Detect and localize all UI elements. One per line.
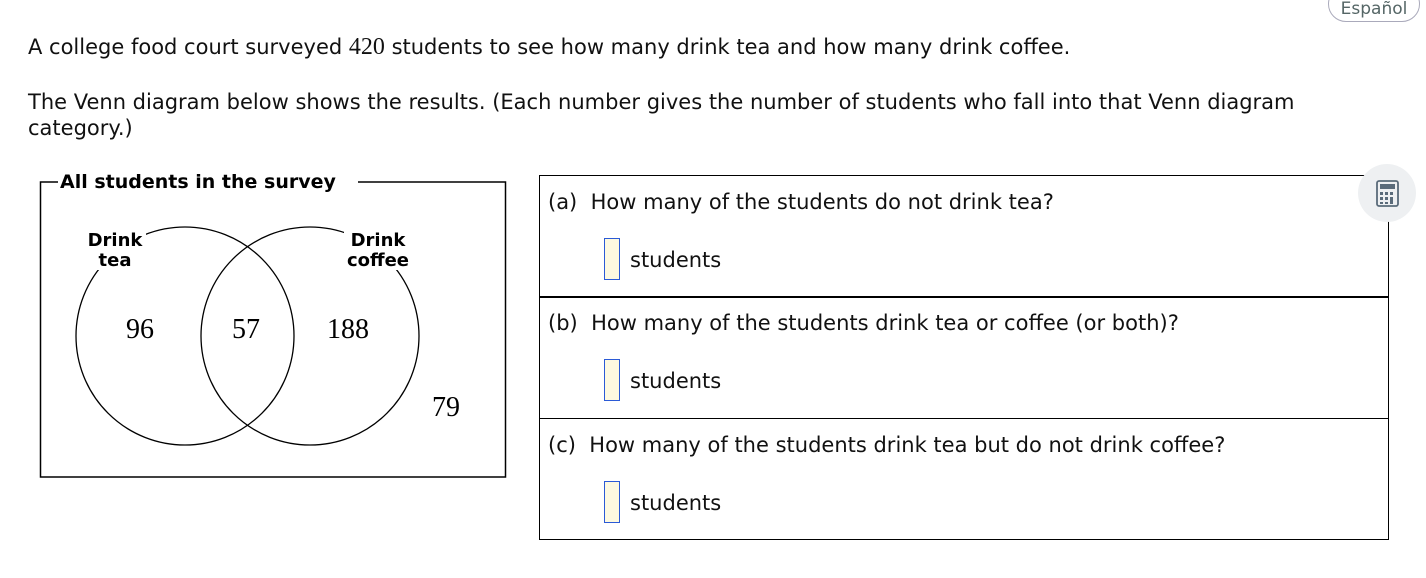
unit-label: students xyxy=(630,248,722,272)
description-text: The Venn diagram below shows the results… xyxy=(28,90,1295,140)
coffee-label-1: Drink xyxy=(351,230,407,251)
universe-box xyxy=(39,181,507,478)
question-label: (b) xyxy=(548,311,578,335)
question-b: (b) How many of the students drink tea o… xyxy=(539,296,1389,419)
calculator-icon xyxy=(1376,180,1399,207)
question-label: (a) xyxy=(548,190,578,214)
venn-title: All students in the survey xyxy=(60,171,337,193)
venn-diagram: All students in the survey Drink tea Dri… xyxy=(39,168,507,478)
answer-input-a[interactable] xyxy=(604,238,620,280)
tea-label-2: tea xyxy=(99,250,132,271)
question-label: (c) xyxy=(548,433,576,457)
answer-input-c[interactable] xyxy=(604,481,620,523)
intro-post: students to see how many drink tea and h… xyxy=(384,35,1071,59)
question-c: (c) How many of the students drink tea b… xyxy=(539,418,1389,540)
only-tea-count: 96 xyxy=(126,314,154,345)
question-text: How many of the students drink tea or co… xyxy=(591,311,1179,335)
neither-count: 79 xyxy=(432,392,460,423)
intro-pre: A college food court surveyed xyxy=(28,35,349,59)
question-text: How many of the students do not drink te… xyxy=(590,190,1054,214)
tea-label-1: Drink xyxy=(88,230,144,251)
question-text: How many of the students drink tea but d… xyxy=(589,433,1226,457)
language-toggle-button[interactable]: Español xyxy=(1328,0,1420,22)
intro-text: A college food court surveyed 420 studen… xyxy=(28,34,1070,61)
unit-label: students xyxy=(630,369,722,393)
calculator-button[interactable] xyxy=(1358,164,1416,222)
coffee-label-2: coffee xyxy=(347,250,409,271)
answer-input-b[interactable] xyxy=(604,359,620,401)
coffee-circle xyxy=(200,226,420,446)
both-count: 57 xyxy=(232,314,260,345)
unit-label: students xyxy=(630,491,722,515)
tea-circle xyxy=(75,226,295,446)
survey-count: 420 xyxy=(348,34,385,60)
question-a: (a) How many of the students do not drin… xyxy=(539,175,1389,298)
only-coffee-count: 188 xyxy=(327,314,369,345)
